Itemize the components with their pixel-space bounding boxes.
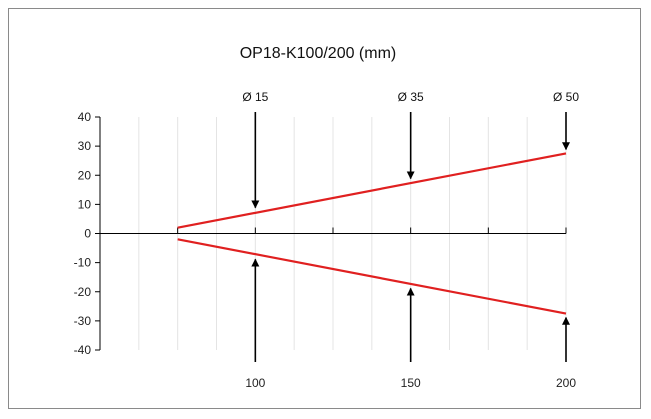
upper-series-line [177,152,567,229]
y-tick-label: -40 [74,343,92,357]
y-tick-label: -20 [74,285,92,299]
y-tick-label: 40 [78,110,92,124]
lower-series-line [177,238,567,315]
series-layer [177,152,567,315]
diameter-label: Ø 15 [242,90,268,104]
x-tick-label: 200 [556,376,576,390]
x-tick-label: 150 [401,376,421,390]
annotation-layer: Ø 15 Ø 35 Ø 50 [242,90,579,362]
x-tick-label: 100 [245,376,265,390]
y-tick-label: 30 [78,139,92,153]
diameter-label: Ø 35 [398,90,424,104]
y-tick-label: 10 [78,197,92,211]
chart-title: OP18-K100/200 (mm) [240,45,397,62]
chart-frame [8,8,641,409]
diameter-label: Ø 50 [553,90,579,104]
y-tick-label: -30 [74,314,92,328]
y-tick-label: 0 [84,227,91,241]
y-tick-label: -10 [74,256,92,270]
y-tick-label: 20 [78,168,92,182]
